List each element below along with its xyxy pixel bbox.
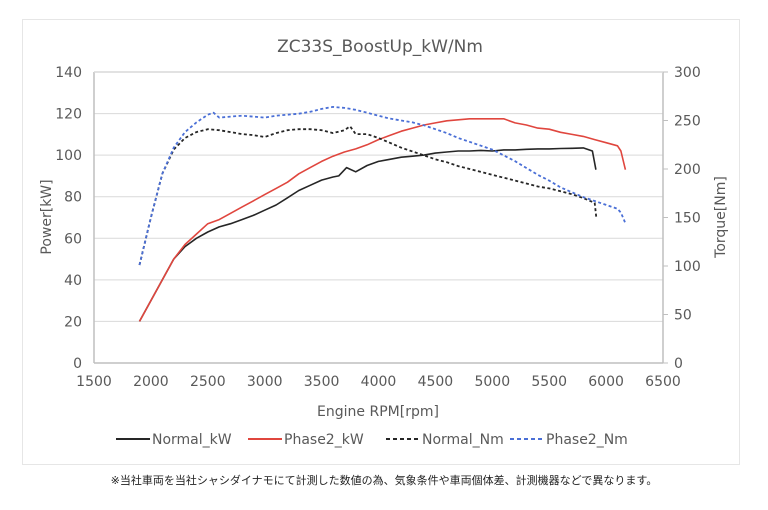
x-tick-label: 5500: [531, 374, 567, 390]
legend-label: Phase2_kW: [284, 432, 364, 448]
y2-tick-label: 300: [674, 65, 701, 81]
disclaimer-note: ※当社車両を当社シャシダイナモにて計測した数値の為、気象条件や車両個体差、計測機…: [110, 474, 658, 487]
y2-tick-label: 150: [674, 211, 701, 227]
series-normal-kw: [138, 147, 597, 322]
x-tick-label: 4000: [361, 374, 397, 390]
x-tick-label: 3000: [247, 374, 283, 390]
y-tick-label: 100: [55, 148, 82, 164]
series-lines: [138, 106, 627, 322]
x-tick-label: 2500: [190, 374, 226, 390]
y2-tick-label: 0: [674, 356, 683, 372]
x-tick-label: 3500: [304, 374, 340, 390]
y-tick-label: 40: [64, 273, 82, 289]
y-tick-label: 140: [55, 65, 82, 81]
chart-title: ZC33S_BoostUp_kW/Nm: [277, 37, 483, 57]
x-tick-label: 1500: [76, 374, 112, 390]
y2-tick-label: 200: [674, 162, 701, 178]
series-phase2-nm: [138, 106, 627, 266]
y-tick-label: 120: [55, 107, 82, 123]
x-tick-label: 2000: [133, 374, 169, 390]
legend-label: Normal_kW: [152, 432, 232, 448]
legend-label: Normal_Nm: [422, 432, 504, 448]
y2-tick-label: 250: [674, 114, 701, 130]
y-axis-right-ticks: 0 50 100 150 200 250 300: [663, 65, 701, 372]
y-axis-left-label: Power[kW]: [39, 179, 55, 254]
legend: Normal_kW Phase2_kW Normal_Nm Phase2_Nm: [116, 432, 628, 448]
x-tick-label: 6000: [588, 374, 624, 390]
y2-tick-label: 50: [674, 308, 692, 324]
x-axis-ticks: 1500 2000 2500 3000 3500 4000 4500 5000 5500 6000…: [76, 374, 681, 390]
chart-frame: [22, 19, 740, 465]
series-normal-nm: [138, 125, 598, 266]
y-tick-label: 20: [64, 314, 82, 330]
power-torque-chart: ZC33S_BoostUp_kW/Nm 0 20 40 60 80 100 120 140 0…: [39, 37, 729, 448]
x-tick-label: 6500: [645, 374, 681, 390]
x-axis-label: Engine RPM[rpm]: [317, 404, 439, 420]
y-tick-label: 60: [64, 231, 82, 247]
series-phase2-kw: [138, 118, 627, 322]
y-axis-left-ticks: 0 20 40 60 80 100 120 140: [55, 65, 82, 372]
gridlines: [93, 71, 664, 364]
y-axis-right-label: Torque[Nm]: [713, 176, 729, 259]
x-tick-label: 4500: [418, 374, 454, 390]
y-tick-label: 0: [73, 356, 82, 372]
legend-label: Phase2_Nm: [546, 432, 628, 448]
y-tick-label: 80: [64, 190, 82, 206]
x-tick-label: 5000: [474, 374, 510, 390]
y2-tick-label: 100: [674, 259, 701, 275]
